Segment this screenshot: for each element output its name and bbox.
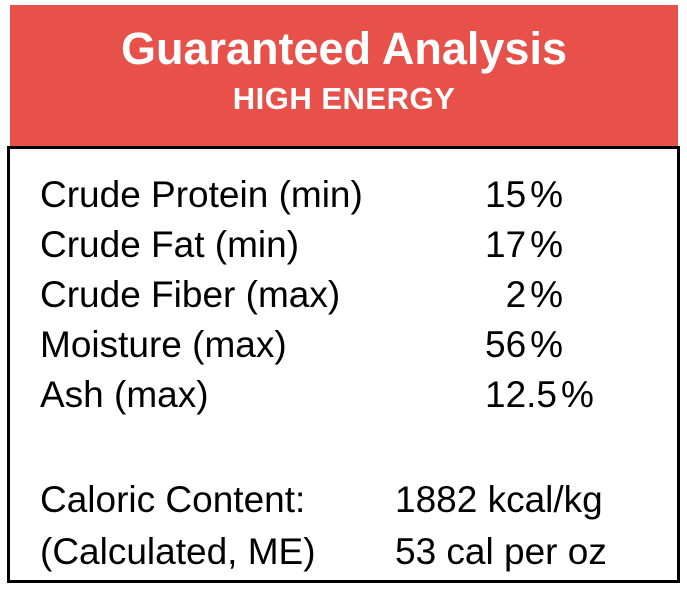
percent-sign: % — [561, 374, 594, 415]
nutrient-row-moisture: Moisture (max) 56% — [40, 320, 677, 370]
nutrient-label: Crude Protein (min) — [40, 174, 363, 215]
header-subtitle: HIGH ENERGY — [232, 81, 456, 116]
header-title: Guaranteed Analysis — [120, 23, 567, 74]
label-header: Guaranteed Analysis HIGH ENERGY — [10, 5, 678, 146]
nutrient-value-number: 12.5 — [485, 374, 558, 415]
section-gap — [40, 420, 677, 474]
nutrient-value: 12.5% — [485, 374, 594, 416]
nutrient-value: 15% — [485, 174, 563, 216]
nutrient-label: Crude Fat (min) — [40, 224, 300, 265]
analysis-table: Crude Protein (min) 15% Crude Fat (min) … — [7, 146, 680, 583]
caloric-value: 53 cal per oz — [395, 531, 607, 572]
nutrient-value-number: 2 — [505, 274, 527, 315]
nutrient-value-number: 56 — [485, 324, 527, 365]
nutrient-row-crude-fat: Crude Fat (min) 17% — [40, 220, 677, 270]
nutrient-value-number: 17 — [485, 224, 527, 265]
nutrient-value: 2% — [485, 274, 563, 316]
nutrient-value: 56% — [485, 324, 563, 366]
nutrient-row-crude-protein: Crude Protein (min) 15% — [40, 170, 677, 220]
caloric-label: Caloric Content: — [40, 479, 306, 520]
percent-sign: % — [530, 224, 564, 265]
percent-sign: % — [530, 324, 564, 365]
caloric-value: 1882 kcal/kg — [395, 479, 603, 520]
nutrient-value: 17% — [485, 224, 563, 266]
caloric-calculated-row: (Calculated, ME) 53 cal per oz — [40, 526, 677, 578]
nutrient-row-crude-fiber: Crude Fiber (max) 2% — [40, 270, 677, 320]
percent-sign: % — [530, 274, 564, 315]
nutrient-value-number: 15 — [485, 174, 527, 215]
caloric-content-row: Caloric Content: 1882 kcal/kg — [40, 474, 677, 526]
nutrient-label: Ash (max) — [40, 374, 209, 415]
nutrient-label: Moisture (max) — [40, 324, 287, 365]
percent-sign: % — [530, 174, 564, 215]
nutrient-row-ash: Ash (max) 12.5% — [40, 370, 677, 420]
nutrient-label: Crude Fiber (max) — [40, 274, 341, 315]
caloric-label: (Calculated, ME) — [40, 531, 316, 572]
